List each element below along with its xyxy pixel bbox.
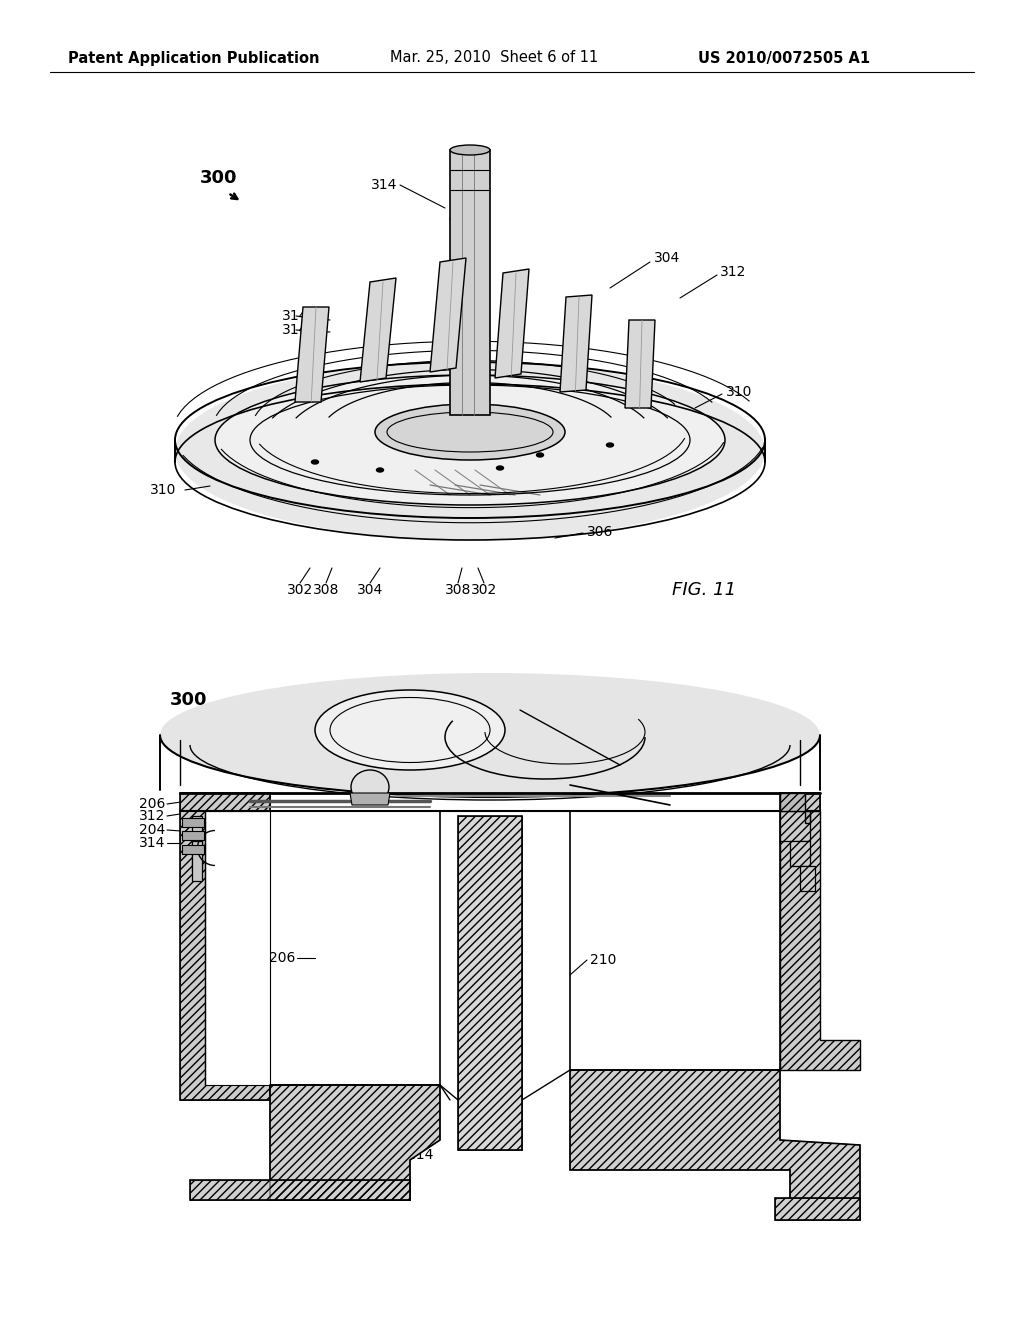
- Text: 302: 302: [547, 690, 573, 705]
- Ellipse shape: [377, 469, 384, 473]
- Polygon shape: [790, 841, 810, 866]
- Polygon shape: [350, 793, 390, 805]
- Text: FIG. 11: FIG. 11: [672, 581, 736, 599]
- Text: 308: 308: [446, 690, 473, 705]
- Text: 202: 202: [760, 741, 786, 755]
- Text: US 2010/0072505 A1: US 2010/0072505 A1: [698, 50, 870, 66]
- Ellipse shape: [537, 453, 544, 457]
- Text: 312: 312: [720, 265, 746, 279]
- Text: 212: 212: [577, 1148, 603, 1162]
- Ellipse shape: [497, 466, 504, 470]
- Polygon shape: [450, 150, 490, 414]
- Ellipse shape: [175, 362, 765, 540]
- Text: 306: 306: [667, 704, 693, 717]
- Text: 208: 208: [209, 911, 234, 925]
- Text: 308: 308: [312, 583, 339, 597]
- Polygon shape: [495, 269, 529, 378]
- Text: 20: 20: [195, 894, 212, 907]
- Text: 300: 300: [170, 690, 208, 709]
- Polygon shape: [625, 319, 655, 408]
- Text: 206: 206: [138, 797, 165, 810]
- Text: Mar. 25, 2010  Sheet 6 of 11: Mar. 25, 2010 Sheet 6 of 11: [390, 50, 598, 66]
- Text: 302: 302: [471, 583, 497, 597]
- Ellipse shape: [351, 770, 389, 804]
- Ellipse shape: [160, 673, 820, 797]
- Text: 314: 314: [138, 836, 165, 850]
- Text: 300: 300: [200, 169, 238, 187]
- Text: FIG. 12: FIG. 12: [670, 1146, 734, 1164]
- Text: Patent Application Publication: Patent Application Publication: [68, 50, 319, 66]
- Polygon shape: [190, 1180, 410, 1200]
- Ellipse shape: [375, 404, 565, 459]
- Text: 204: 204: [138, 822, 165, 837]
- Polygon shape: [800, 866, 815, 891]
- Text: 308: 308: [444, 583, 471, 597]
- Polygon shape: [270, 1085, 440, 1200]
- Polygon shape: [295, 308, 329, 403]
- Text: 210: 210: [590, 953, 616, 968]
- Ellipse shape: [315, 690, 505, 770]
- Polygon shape: [780, 793, 810, 822]
- Text: 314: 314: [282, 309, 308, 323]
- Polygon shape: [570, 1071, 860, 1200]
- Polygon shape: [182, 845, 204, 854]
- Text: 302: 302: [287, 583, 313, 597]
- Text: 314: 314: [282, 323, 308, 337]
- Text: 306: 306: [587, 525, 613, 539]
- Text: 312: 312: [138, 809, 165, 822]
- Polygon shape: [780, 810, 860, 1071]
- Polygon shape: [182, 818, 204, 828]
- Polygon shape: [180, 793, 270, 1100]
- Text: 310: 310: [150, 483, 176, 498]
- Polygon shape: [458, 816, 522, 1150]
- Ellipse shape: [215, 375, 725, 506]
- Text: 312: 312: [458, 191, 484, 205]
- Text: 214: 214: [407, 1148, 433, 1162]
- Text: 208: 208: [185, 880, 212, 895]
- Polygon shape: [205, 810, 270, 1085]
- Ellipse shape: [450, 145, 490, 154]
- Text: 304: 304: [290, 700, 316, 714]
- Polygon shape: [780, 810, 810, 841]
- Text: 308: 308: [377, 693, 403, 708]
- Polygon shape: [780, 793, 820, 1071]
- Text: 304: 304: [654, 251, 680, 265]
- Polygon shape: [775, 1199, 860, 1220]
- Text: 206: 206: [268, 950, 295, 965]
- Polygon shape: [360, 279, 396, 381]
- Text: 310: 310: [726, 385, 753, 399]
- Polygon shape: [430, 257, 466, 372]
- Polygon shape: [560, 294, 592, 392]
- Ellipse shape: [311, 459, 318, 465]
- Text: 304: 304: [357, 583, 383, 597]
- Polygon shape: [193, 816, 202, 871]
- Ellipse shape: [606, 444, 613, 447]
- Polygon shape: [193, 841, 202, 880]
- Polygon shape: [182, 832, 204, 840]
- Text: 314: 314: [371, 178, 397, 191]
